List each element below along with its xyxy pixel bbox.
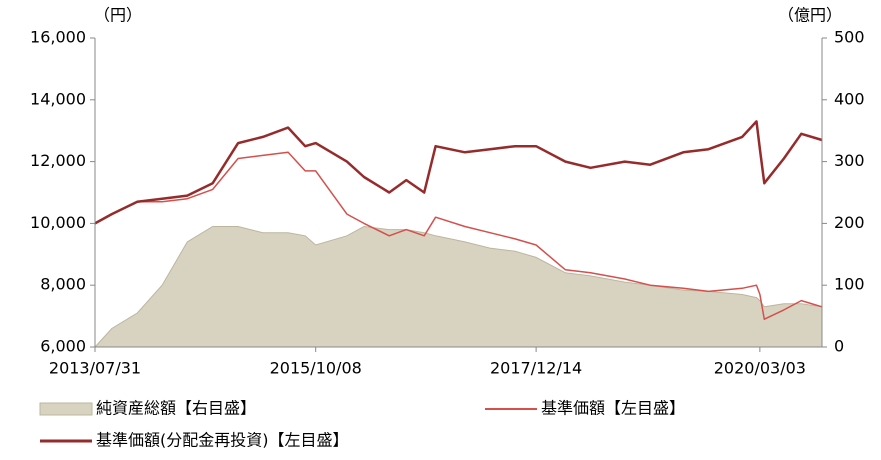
y-tick-label: 10,000 [30,213,86,232]
y-tick-label: 8,000 [40,275,86,294]
area [93,225,823,348]
x-tick-label: 2017/12/14 [490,359,582,378]
line [94,120,823,225]
y-tick-label: 16,000 [30,28,86,47]
legend-label: 基準価額【左目盛】 [541,399,685,418]
legend-label: 基準価額(分配金再投資)【左目盛】 [96,431,349,450]
y-tick-label: 6,000 [40,337,86,356]
y2-tick-label: 400 [834,89,865,108]
y-tick-label: 12,000 [30,151,86,170]
legend-label: 純資産総額【右目盛】 [96,399,256,418]
y2-tick-label: 300 [834,151,865,170]
y-axis-unit: （円） [94,6,142,25]
y2-tick-label: 200 [834,213,865,232]
x-tick-label: 2013/07/31 [49,359,141,378]
x-tick-label: 2015/10/08 [270,359,362,378]
legend-swatch [39,402,93,416]
y2-axis-unit: （億円） [778,6,842,25]
line [94,151,823,320]
y2-tick-label: 500 [834,28,865,47]
y-tick-label: 14,000 [30,89,86,108]
x-tick-label: 2020/03/03 [714,359,806,378]
y2-tick-label: 100 [834,275,865,294]
y2-tick-label: 0 [834,337,844,356]
